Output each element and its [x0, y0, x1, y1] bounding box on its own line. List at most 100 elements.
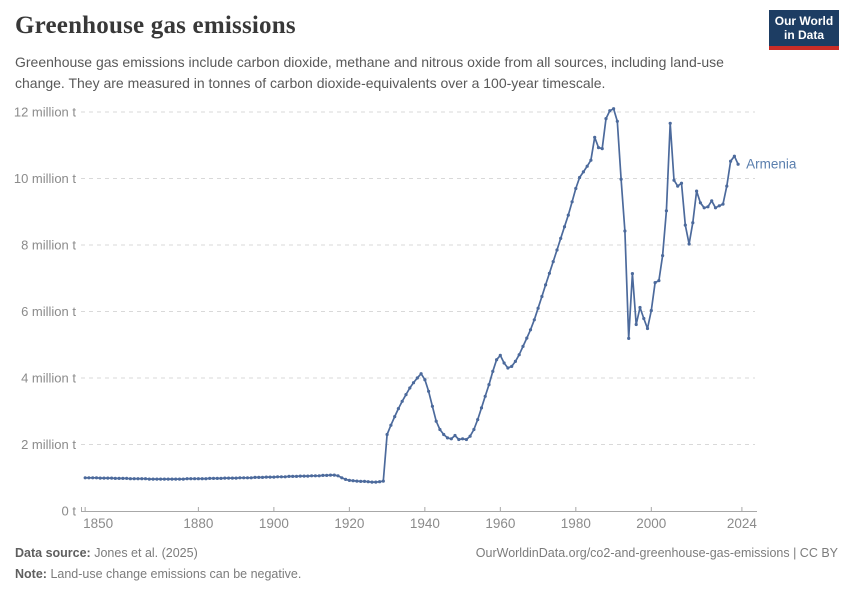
data-point [313, 474, 317, 478]
data-point [706, 205, 710, 209]
data-point [596, 146, 601, 150]
data-point [325, 473, 329, 477]
data-point [359, 479, 363, 483]
y-tick-label: 0 t [62, 504, 77, 519]
data-point [491, 369, 495, 373]
data-point [449, 437, 453, 441]
data-source-label: Data source: [15, 546, 91, 560]
data-point [566, 213, 570, 217]
data-point [630, 272, 635, 276]
x-tick-label: 1920 [334, 516, 364, 531]
data-point [125, 476, 129, 480]
data-point [279, 475, 283, 479]
owid-logo: Our World in Data [769, 10, 839, 50]
data-point [645, 326, 650, 331]
data-point [215, 476, 219, 480]
data-point [729, 159, 733, 163]
data-point [604, 117, 608, 121]
entity-label[interactable]: Armenia [746, 157, 797, 172]
data-point [227, 476, 231, 480]
data-point [600, 147, 604, 151]
data-source: Data source: Jones et al. (2025) [15, 546, 198, 560]
data-point [151, 477, 155, 481]
data-point [378, 480, 382, 484]
data-point [649, 308, 653, 313]
data-point [159, 477, 163, 481]
data-point [721, 202, 725, 206]
data-point [155, 477, 159, 481]
data-point [208, 476, 212, 480]
data-point [196, 477, 200, 481]
data-point [661, 254, 665, 258]
data-point [653, 281, 657, 285]
data-point [268, 475, 272, 479]
data-point [102, 476, 106, 480]
data-point [713, 206, 718, 210]
data-point [683, 223, 687, 227]
data-point [219, 476, 223, 480]
data-point [570, 200, 574, 204]
data-point [87, 476, 91, 480]
data-point [510, 364, 514, 368]
data-point [381, 479, 385, 483]
data-point [691, 221, 695, 225]
license-link[interactable]: OurWorldinData.org/co2-and-greenhouse-ga… [475, 546, 838, 560]
data-point [185, 477, 189, 481]
data-point [589, 158, 593, 162]
x-tick-label: 1940 [410, 516, 440, 531]
data-point [593, 135, 597, 139]
data-point [472, 427, 476, 432]
data-point [404, 393, 408, 397]
series-line-armenia[interactable] [85, 107, 739, 483]
data-point [732, 154, 737, 158]
data-point [495, 358, 499, 362]
data-point [264, 475, 268, 479]
data-point [411, 381, 416, 385]
data-point [128, 477, 132, 481]
data-point [679, 181, 684, 185]
data-point [517, 353, 521, 357]
data-point [174, 477, 178, 481]
data-point [253, 475, 257, 479]
data-point [525, 336, 529, 340]
data-point [415, 376, 419, 380]
y-tick-label: 8 million t [21, 238, 76, 253]
data-point [627, 336, 631, 340]
data-point [619, 177, 623, 181]
data-point [457, 437, 461, 442]
data-point [276, 475, 280, 479]
data-point [143, 477, 148, 481]
data-point [547, 271, 552, 275]
data-point [487, 383, 491, 387]
data-point [366, 480, 370, 484]
y-tick-label: 12 million t [14, 105, 77, 120]
x-tick-label: 1900 [259, 516, 289, 531]
x-tick-label: 2000 [636, 516, 666, 531]
data-point [408, 386, 412, 390]
emissions-line-chart[interactable]: 0 t 2 million t 4 million t 6 million t 8 mi… [0, 0, 850, 540]
data-point [528, 328, 533, 332]
data-point [351, 479, 355, 483]
x-tick-label: 2024 [727, 516, 758, 531]
data-point [479, 406, 484, 410]
data-point [725, 184, 729, 188]
data-point [423, 378, 427, 382]
data-point [502, 361, 506, 365]
data-point [132, 477, 136, 481]
x-tick-label: 1850 [83, 516, 113, 531]
data-point [117, 476, 121, 480]
data-point [476, 418, 480, 422]
data-point [559, 236, 563, 240]
data-point [434, 419, 438, 423]
data-point [193, 477, 197, 481]
data-point [521, 344, 525, 348]
y-tick-label: 4 million t [21, 371, 76, 386]
data-point [702, 206, 706, 210]
data-point [464, 437, 468, 442]
data-point [623, 229, 627, 233]
data-point [140, 477, 144, 481]
data-point [200, 477, 204, 481]
data-point [578, 175, 582, 180]
data-point [245, 476, 250, 480]
